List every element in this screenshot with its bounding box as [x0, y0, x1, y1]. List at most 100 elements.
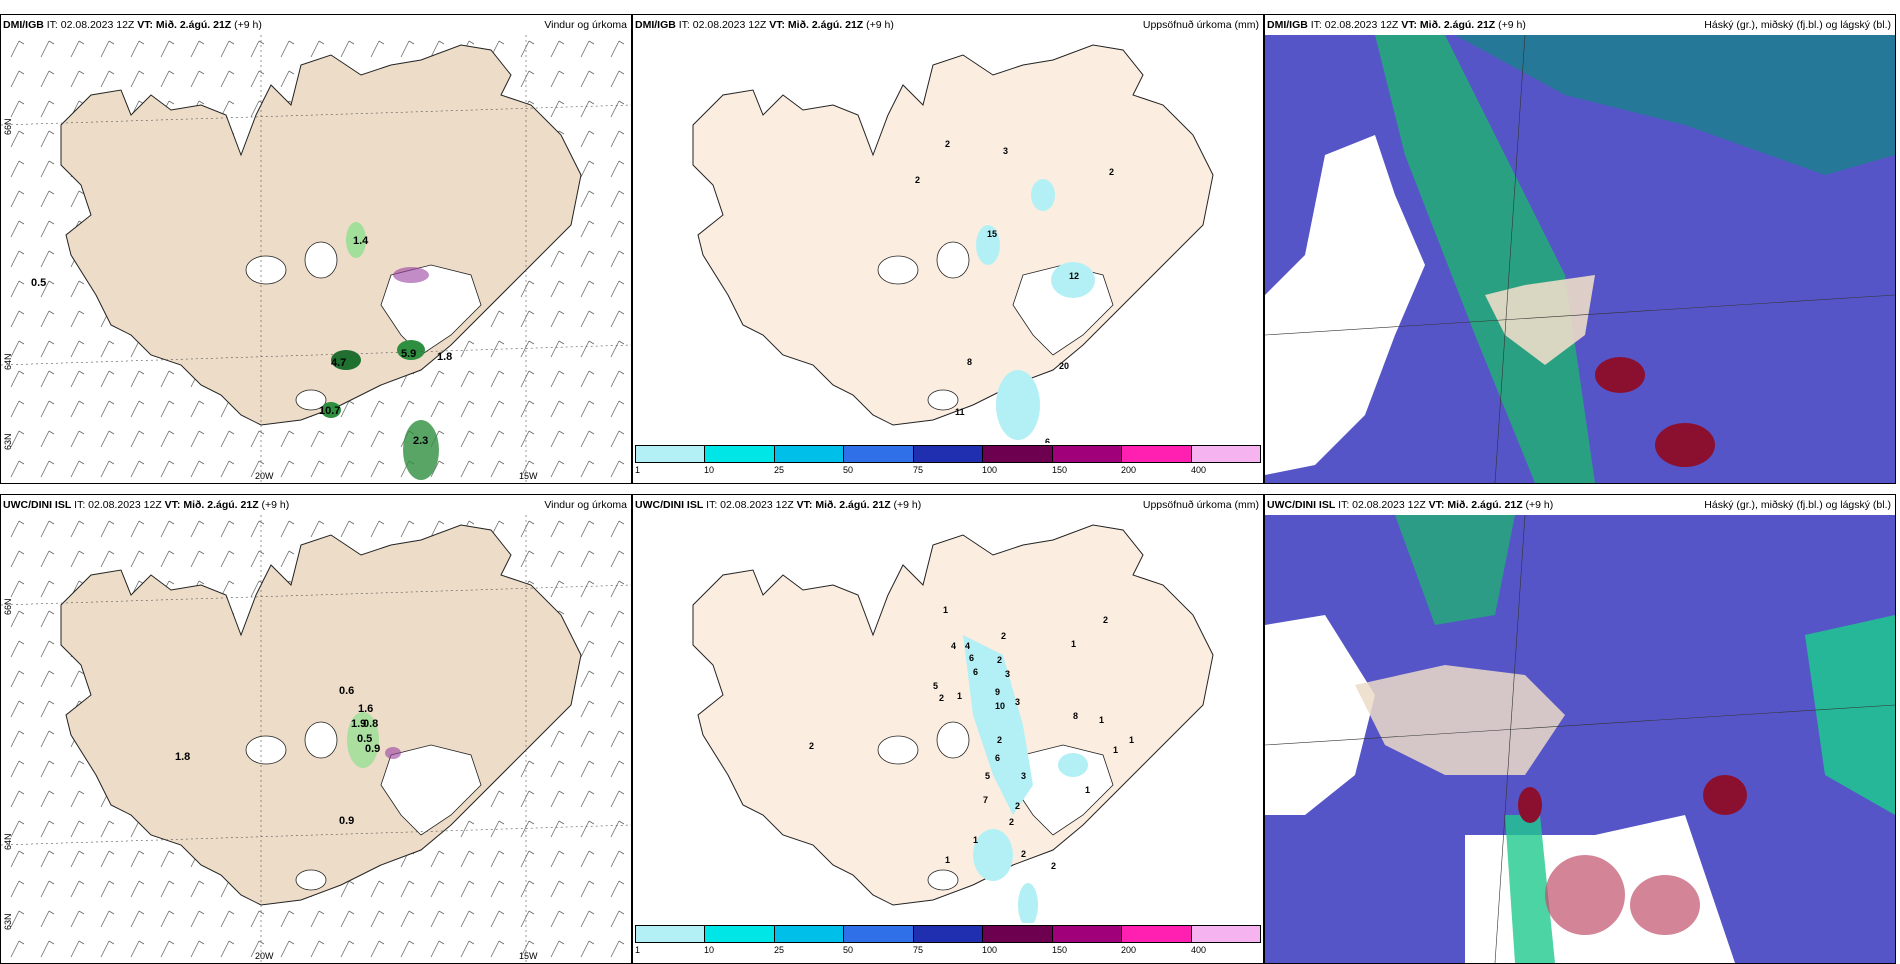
accum-value: 1 — [943, 605, 949, 615]
legend-swatch — [774, 446, 845, 462]
accum-value: 5 — [985, 771, 991, 781]
cloud-map-svg — [1265, 35, 1895, 483]
deep-cloud — [1595, 357, 1645, 393]
legend-swatch — [1052, 446, 1123, 462]
accum-value: 1 — [973, 835, 979, 845]
glacier — [936, 721, 970, 759]
precip-value: 1.8 — [437, 351, 453, 363]
lon-label-15w: 15W — [519, 951, 538, 961]
init-time: IT: 02.08.2023 12Z — [46, 19, 135, 31]
panel-header: UWC/DINI ISL IT: 02.08.2023 12Z VT: Mið.… — [1267, 499, 1891, 513]
accum-area — [1051, 262, 1095, 298]
legend-swatch — [1052, 926, 1123, 942]
high-cloud-area — [1395, 515, 1515, 625]
accum-value: 20 — [1059, 361, 1070, 371]
valid-time: VT: Mið. 2.ágú. 21Z — [164, 499, 259, 511]
panel-accum-precip-dmi: DMI/IGB IT: 02.08.2023 12Z VT: Mið. 2.ág… — [632, 14, 1264, 484]
accum-value: 6 — [1045, 437, 1051, 447]
legend-tick: 150 — [1052, 465, 1068, 475]
lead-time: (+9 h) — [1525, 499, 1554, 511]
map-area — [1265, 35, 1895, 483]
model-name: UWC/DINI ISL — [1267, 499, 1336, 511]
panel-title: Uppsöfnuð úrkoma (mm) — [1142, 499, 1259, 511]
map-frame: DMI/IGB IT: 02.08.2023 12Z VT: Mið. 2.ág… — [1264, 14, 1896, 484]
glacier — [877, 255, 919, 285]
precip-legend: 1 10 25 50 75 100 150 200 400 — [633, 443, 1263, 483]
glacier — [877, 735, 919, 765]
accum-value: 3 — [1015, 697, 1021, 707]
precip-value: 1.6 — [358, 703, 374, 715]
accum-value: 2 — [1103, 615, 1109, 625]
iceland-land — [692, 44, 1214, 426]
accum-value: 8 — [1073, 711, 1079, 721]
valid-time: VT: Mið. 2.ágú. 21Z — [796, 499, 891, 511]
lat-label-63n: 63N — [3, 913, 13, 930]
legend-swatch — [774, 926, 845, 942]
legend-tick: 10 — [704, 945, 715, 955]
accum-value: 11 — [955, 407, 965, 417]
precip-value: 10.7 — [319, 405, 341, 417]
panel-title: Háský (gr.), miðský (fj.bl.) og lágský (… — [1704, 499, 1891, 511]
lead-time: (+9 h) — [261, 499, 290, 511]
map-frame: DMI/IGB IT: 02.08.2023 12Z VT: Mið. 2.ág… — [632, 14, 1264, 484]
legend-tick: 200 — [1121, 945, 1137, 955]
high-cloud-area — [1805, 615, 1895, 815]
accum-value: 3 — [1003, 146, 1009, 156]
accum-value: 10 — [995, 701, 1006, 711]
map-area: 0.6 1.6 1.9 0.8 0.5 0.9 1.8 0.9 20W 15W … — [1, 515, 631, 963]
precip-value: 2.3 — [413, 435, 429, 447]
accum-map-svg — [692, 44, 1214, 440]
valid-time: VT: Mið. 2.ágú. 21Z — [137, 19, 232, 31]
accum-value: 2 — [809, 741, 815, 751]
accum-area — [1018, 883, 1038, 927]
legend-tick: 150 — [1052, 945, 1068, 955]
clear-area — [1265, 615, 1375, 815]
legend-tick: 100 — [982, 945, 998, 955]
precip-value: 0.5 — [357, 733, 373, 745]
accum-area — [976, 225, 1000, 265]
lead-time: (+9 h) — [234, 19, 262, 31]
accum-value: 6 — [969, 653, 975, 663]
accum-value: 1 — [1099, 715, 1105, 725]
legend-swatch — [913, 446, 984, 462]
model-name: UWC/DINI ISL — [3, 499, 72, 511]
lat-label-66n: 66N — [3, 118, 13, 135]
panel-header: DMI/IGB IT: 02.08.2023 12Z VT: Mið. 2.ág… — [635, 19, 1259, 33]
init-time: IT: 02.08.2023 12Z — [706, 499, 794, 511]
glacier-langjokull — [245, 255, 287, 285]
lat-label-64n: 64N — [3, 353, 13, 370]
panel-header: DMI/IGB IT: 02.08.2023 12Z VT: Mið. 2.ág… — [1267, 19, 1891, 33]
legend-tick: 200 — [1121, 465, 1137, 475]
precip-area — [397, 340, 425, 360]
accum-value: 8 — [967, 357, 973, 367]
init-time: IT: 02.08.2023 12Z — [678, 19, 767, 31]
accum-value: 15 — [987, 229, 998, 239]
map-area: 1.4 0.5 5.9 1.8 4.7 10.7 2.3 20W 15W 66N… — [1, 35, 631, 483]
map-area — [1265, 515, 1895, 963]
deep-cloud — [1518, 787, 1542, 823]
accum-value: 1 — [1071, 639, 1077, 649]
glacier — [295, 869, 327, 891]
lon-label-15w: 15W — [519, 471, 538, 481]
accum-value: 2 — [1009, 817, 1015, 827]
precip-area — [346, 222, 366, 258]
accum-value: 3 — [1005, 669, 1011, 679]
legend-ticks: 1 10 25 50 75 100 150 200 400 — [635, 945, 1261, 957]
high-cloud-band — [1375, 35, 1595, 483]
accum-value: 6 — [973, 667, 979, 677]
deep-cloud — [1630, 875, 1700, 935]
legend-swatch — [636, 926, 706, 942]
glacier — [380, 744, 482, 836]
accum-value: 2 — [945, 139, 951, 149]
precip-legend: 1 10 25 50 75 100 150 200 400 — [633, 923, 1263, 963]
init-time: IT: 02.08.2023 12Z — [1310, 19, 1399, 31]
precip-area — [331, 350, 361, 370]
accum-value: 2 — [997, 655, 1003, 665]
glacier — [927, 869, 959, 891]
accum-area — [963, 635, 1033, 815]
legend-tick: 25 — [774, 465, 785, 475]
legend-swatch — [1191, 926, 1260, 942]
lead-time: (+9 h) — [893, 499, 922, 511]
legend-swatch — [705, 926, 775, 942]
panel-title: Háský (gr.), miðský (fj.bl.) og lágský (… — [1704, 19, 1891, 31]
